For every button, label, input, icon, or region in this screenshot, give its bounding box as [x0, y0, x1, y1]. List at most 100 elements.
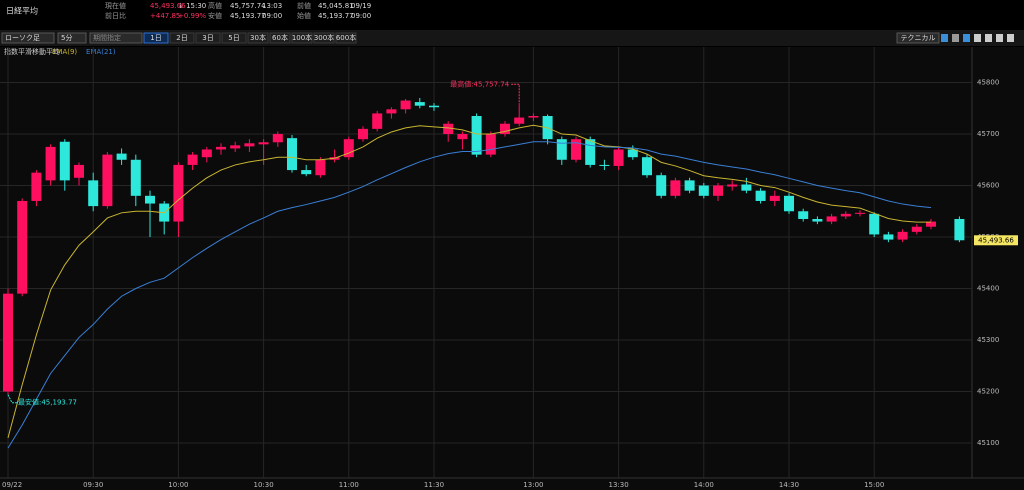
- y-tick-label: 45800: [977, 79, 999, 87]
- select-label: ローソク足: [5, 34, 40, 42]
- candle-body: [613, 149, 624, 166]
- range-button[interactable]: [143, 32, 169, 44]
- header-cell: 現在値: [105, 1, 126, 10]
- select-box[interactable]: [1, 32, 55, 44]
- candle-body: [59, 141, 70, 181]
- candle-body: [17, 200, 28, 294]
- range-label: 3日: [202, 34, 213, 42]
- candle-body: [656, 175, 667, 196]
- header-cell: 09:00: [351, 12, 371, 20]
- candle-body: [414, 102, 425, 106]
- candle-body: [244, 143, 255, 147]
- range-button[interactable]: [335, 32, 357, 44]
- candle-body: [627, 149, 638, 158]
- candle-body: [485, 134, 496, 155]
- candle-body: [386, 109, 397, 114]
- candle-body: [926, 221, 936, 227]
- header-cell: +0.99%: [178, 12, 206, 20]
- header-cell: 09:00: [262, 12, 282, 20]
- range-label: 2日: [176, 34, 187, 42]
- range-label: 60本: [272, 33, 288, 42]
- candle-body: [272, 134, 283, 143]
- toolbar-icons: [941, 34, 1014, 42]
- header-cell: 45,193.77: [230, 12, 266, 20]
- range-label: 30本: [250, 33, 266, 42]
- candle-body: [145, 195, 155, 204]
- candle-body: [741, 184, 752, 191]
- candle-body: [45, 146, 56, 181]
- candle-body: [287, 138, 297, 171]
- candle-body: [684, 180, 695, 191]
- range-button[interactable]: [221, 32, 247, 44]
- ema-line: [7, 124, 931, 438]
- candle-body: [429, 105, 439, 108]
- technical-button[interactable]: [896, 32, 940, 44]
- header-cell: 09/19: [351, 2, 371, 10]
- range-label: 300本: [314, 33, 334, 42]
- y-tick-label: 45600: [977, 182, 999, 190]
- candle-body: [727, 184, 738, 187]
- annotation-leader: [511, 83, 520, 105]
- candle-body: [883, 234, 894, 240]
- range-button[interactable]: [269, 32, 291, 44]
- x-tick-label: 13:30: [609, 481, 629, 489]
- header-cell: 45,193.77: [318, 12, 354, 20]
- annotation: 最安値:45,193.77: [18, 398, 77, 407]
- header-cell: ↓ 15:30: [178, 2, 206, 10]
- candle-body: [372, 113, 383, 129]
- range-button[interactable]: [247, 32, 269, 44]
- header-cell: 安値: [208, 11, 222, 20]
- candle-body: [812, 218, 823, 222]
- candle-body: [911, 226, 922, 232]
- legend-entry: EMA(9): [52, 48, 77, 56]
- candle-body: [670, 180, 681, 196]
- candle-body: [698, 185, 709, 196]
- range-label: 600本: [336, 33, 356, 42]
- x-tick-label: 13:00: [523, 481, 543, 489]
- candle-body: [315, 159, 326, 176]
- y-tick-label: 45300: [977, 336, 999, 344]
- candle-body: [258, 142, 269, 145]
- range-button[interactable]: [195, 32, 221, 44]
- x-tick-label: 09:30: [83, 481, 103, 489]
- candle-body: [840, 213, 851, 217]
- candle-body: [755, 190, 766, 201]
- range-button[interactable]: [291, 32, 313, 44]
- last-price-tag: [974, 235, 1018, 246]
- range-button[interactable]: [169, 32, 195, 44]
- candle-body: [556, 139, 567, 160]
- candle-body: [216, 146, 226, 150]
- candle-body: [3, 293, 13, 392]
- technical-label: テクニカル: [901, 34, 936, 42]
- select-box[interactable]: [89, 32, 143, 44]
- candle-body: [798, 211, 809, 219]
- header-cell: 前日比: [105, 11, 126, 20]
- candle-body: [826, 216, 837, 222]
- x-tick-label: 11:00: [339, 481, 359, 489]
- candle-body: [457, 134, 468, 140]
- candle-body: [102, 154, 113, 207]
- candle-body: [571, 139, 581, 160]
- range-button[interactable]: [313, 32, 335, 44]
- x-tick-label: 15:00: [864, 481, 884, 489]
- header-cell: 45,045.81: [318, 2, 354, 10]
- candle-body: [443, 123, 454, 135]
- candle-body: [187, 154, 198, 165]
- x-tick-label: 10:30: [254, 481, 274, 489]
- annotation-leader: [7, 394, 18, 404]
- candle-body: [88, 180, 99, 207]
- candle-body: [74, 164, 84, 178]
- candle-body: [528, 116, 539, 118]
- candle-body: [514, 117, 525, 124]
- candle-body: [585, 139, 596, 165]
- candle-body: [301, 170, 312, 175]
- select-box[interactable]: [57, 32, 87, 44]
- last-price-label: 45,493.66: [978, 236, 1014, 244]
- candle-body: [869, 213, 880, 235]
- header-cell: 45,493.66: [150, 2, 186, 10]
- y-tick-label: 45200: [977, 387, 999, 395]
- candle-body: [954, 218, 965, 241]
- select-label: 5分: [61, 33, 72, 42]
